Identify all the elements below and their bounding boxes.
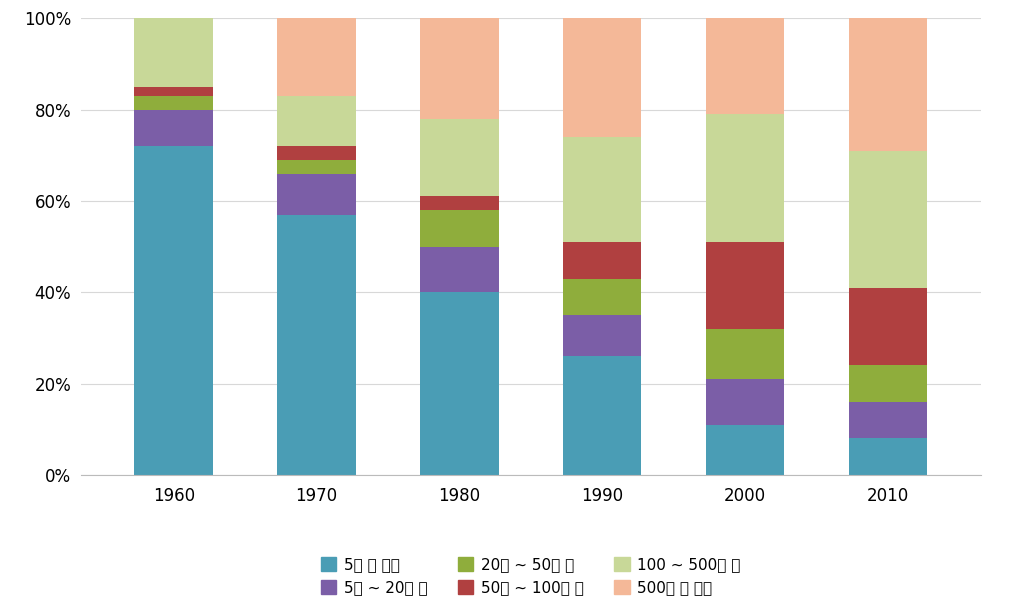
Bar — [706, 242, 785, 329]
Bar — [706, 425, 785, 475]
Bar — [848, 18, 927, 150]
Bar — [563, 279, 641, 315]
Bar — [421, 119, 498, 197]
Bar — [277, 146, 356, 160]
Bar — [563, 242, 641, 279]
Bar — [421, 210, 498, 247]
Bar — [134, 18, 213, 87]
Bar — [563, 315, 641, 356]
Bar — [421, 18, 498, 119]
Bar — [563, 356, 641, 475]
Bar — [134, 146, 213, 475]
Bar — [277, 174, 356, 215]
Bar — [563, 18, 641, 137]
Bar — [848, 402, 927, 438]
Bar — [848, 288, 927, 365]
Bar — [421, 292, 498, 475]
Bar — [706, 18, 785, 114]
Bar — [848, 365, 927, 402]
Bar — [421, 197, 498, 210]
Bar — [277, 18, 356, 96]
Bar — [134, 110, 213, 146]
Bar — [277, 160, 356, 174]
Legend: 5만 명 이하, 5만 ~ 20만 명, 20만 ~ 50만 명, 50만 ~ 100만 명, 100 ~ 500만 명, 500만 명 이상: 5만 명 이하, 5만 ~ 20만 명, 20만 ~ 50만 명, 50만 ~ … — [320, 557, 741, 595]
Bar — [706, 114, 785, 242]
Bar — [848, 151, 927, 288]
Bar — [134, 87, 213, 96]
Bar — [848, 438, 927, 475]
Bar — [706, 329, 785, 379]
Bar — [277, 215, 356, 475]
Bar — [421, 247, 498, 292]
Bar — [706, 379, 785, 425]
Bar — [563, 137, 641, 242]
Bar — [277, 96, 356, 146]
Bar — [134, 96, 213, 110]
